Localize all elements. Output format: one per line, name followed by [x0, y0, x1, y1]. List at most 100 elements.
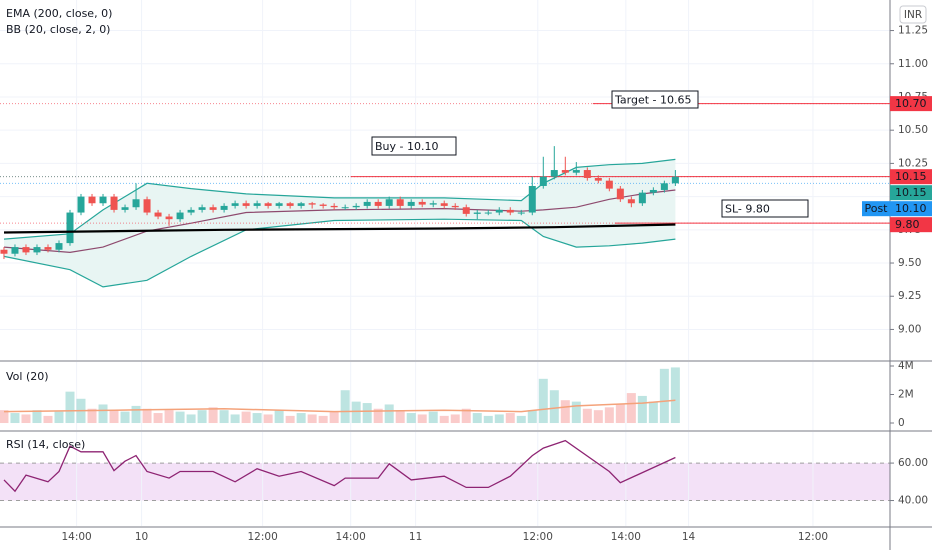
candle-body [495, 209, 503, 213]
candle-body [66, 212, 74, 244]
volume-title: Vol (20) [6, 370, 49, 383]
volume-bar [494, 414, 504, 424]
candle-body [396, 199, 404, 206]
candle-body [176, 212, 184, 220]
volume-bar [307, 414, 317, 424]
x-tick-label: 11 [409, 531, 422, 543]
currency: INR [904, 9, 922, 21]
rsi-band [0, 463, 890, 501]
y-tick-label: 9.00 [898, 323, 921, 335]
volume-bar [296, 413, 306, 424]
volume-bar [461, 408, 471, 424]
candle-body [638, 192, 646, 204]
price-badge-label: 10.10 [895, 202, 927, 215]
volume-bar [560, 400, 570, 424]
candle-body [231, 203, 239, 206]
volume-bar [131, 405, 141, 424]
candle-body [187, 209, 195, 213]
candle-body [264, 203, 272, 206]
candle-body [341, 207, 349, 209]
candle-body [286, 203, 294, 206]
volume-bar [65, 391, 75, 424]
volume-bar [516, 415, 526, 424]
price-badge-label: 9.80 [895, 218, 920, 231]
candle-body [528, 185, 536, 213]
volume-bar [142, 408, 152, 424]
candle-body [308, 203, 316, 205]
volume-bar [670, 367, 680, 424]
volume-bar [10, 413, 20, 424]
candle-body [154, 212, 162, 217]
candle-body [649, 189, 657, 193]
volume-bar [87, 408, 97, 424]
volume-bar [406, 413, 416, 424]
rsi-line [3, 439, 676, 493]
candle-body [572, 170, 580, 173]
volume-bar [98, 404, 108, 424]
volume-bar [329, 411, 339, 424]
y-tick-label: 11.25 [898, 25, 928, 37]
candle-body [242, 203, 250, 206]
badge-tag [862, 201, 890, 217]
badge-tag-label: Post [864, 202, 888, 215]
volume-bar [659, 368, 669, 424]
volume-bar [274, 410, 284, 424]
volume-bar [538, 378, 548, 424]
y-tick-label: 11.00 [898, 58, 928, 70]
annotation-text: SL- 9.80 [725, 203, 770, 216]
x-tick-label: 14:00 [611, 531, 641, 543]
candle-body [539, 176, 547, 186]
y-tick-label: 4M [898, 360, 914, 372]
candle-body [44, 247, 52, 250]
price-badge-label: 10.15 [895, 170, 927, 183]
candle-body [429, 203, 437, 205]
x-tick-label: 12:00 [247, 531, 277, 543]
volume-bar [373, 408, 383, 424]
price-badge [890, 96, 932, 112]
candle-body [484, 212, 492, 214]
volume-bar [615, 404, 625, 424]
candle-body [352, 205, 360, 208]
candle-body [660, 183, 668, 190]
x-tick-label: 10 [135, 531, 148, 543]
x-tick-label: 12:00 [798, 531, 828, 543]
candle-body [627, 199, 635, 204]
annotation-text: Target - 10.65 [614, 94, 691, 107]
volume-bar [428, 411, 438, 424]
candle-body [77, 196, 85, 213]
annotation-box [371, 136, 457, 156]
y-tick-label: 9.25 [898, 290, 921, 302]
volume-bar [637, 395, 647, 424]
candle-body [374, 201, 382, 206]
volume-bar [318, 415, 328, 424]
volume-bar [0, 410, 9, 424]
price-badge-label: 10.15 [895, 186, 927, 199]
rsi-title: RSI (14, close) [6, 438, 85, 451]
volume-bar [175, 411, 185, 424]
volume-bar [340, 390, 350, 424]
candle-body [220, 205, 228, 210]
volume-bar [54, 411, 64, 424]
x-tick-label: 14:00 [336, 531, 366, 543]
volume-bar [351, 401, 361, 424]
candle-body [297, 203, 305, 206]
volume-bar [626, 393, 636, 424]
volume-bar [43, 415, 53, 424]
candle-body [209, 207, 217, 210]
y-tick-label: 40.00 [898, 495, 928, 507]
volume-bar [505, 413, 515, 424]
volume-bar [439, 415, 449, 424]
candle-body [385, 199, 393, 206]
candle-body [22, 247, 30, 253]
volume-bar [549, 390, 559, 424]
x-tick-label: 14 [682, 531, 696, 543]
volume-bar [582, 408, 592, 424]
annotation-text: Buy - 10.10 [375, 140, 438, 153]
candle-body [440, 203, 448, 206]
y-tick-label: 10.50 [898, 124, 928, 136]
volume-bar [219, 410, 229, 424]
candle-body [0, 249, 8, 254]
indicator-legend: EMA (200, close, 0) [6, 7, 112, 20]
candle-body [462, 207, 470, 214]
